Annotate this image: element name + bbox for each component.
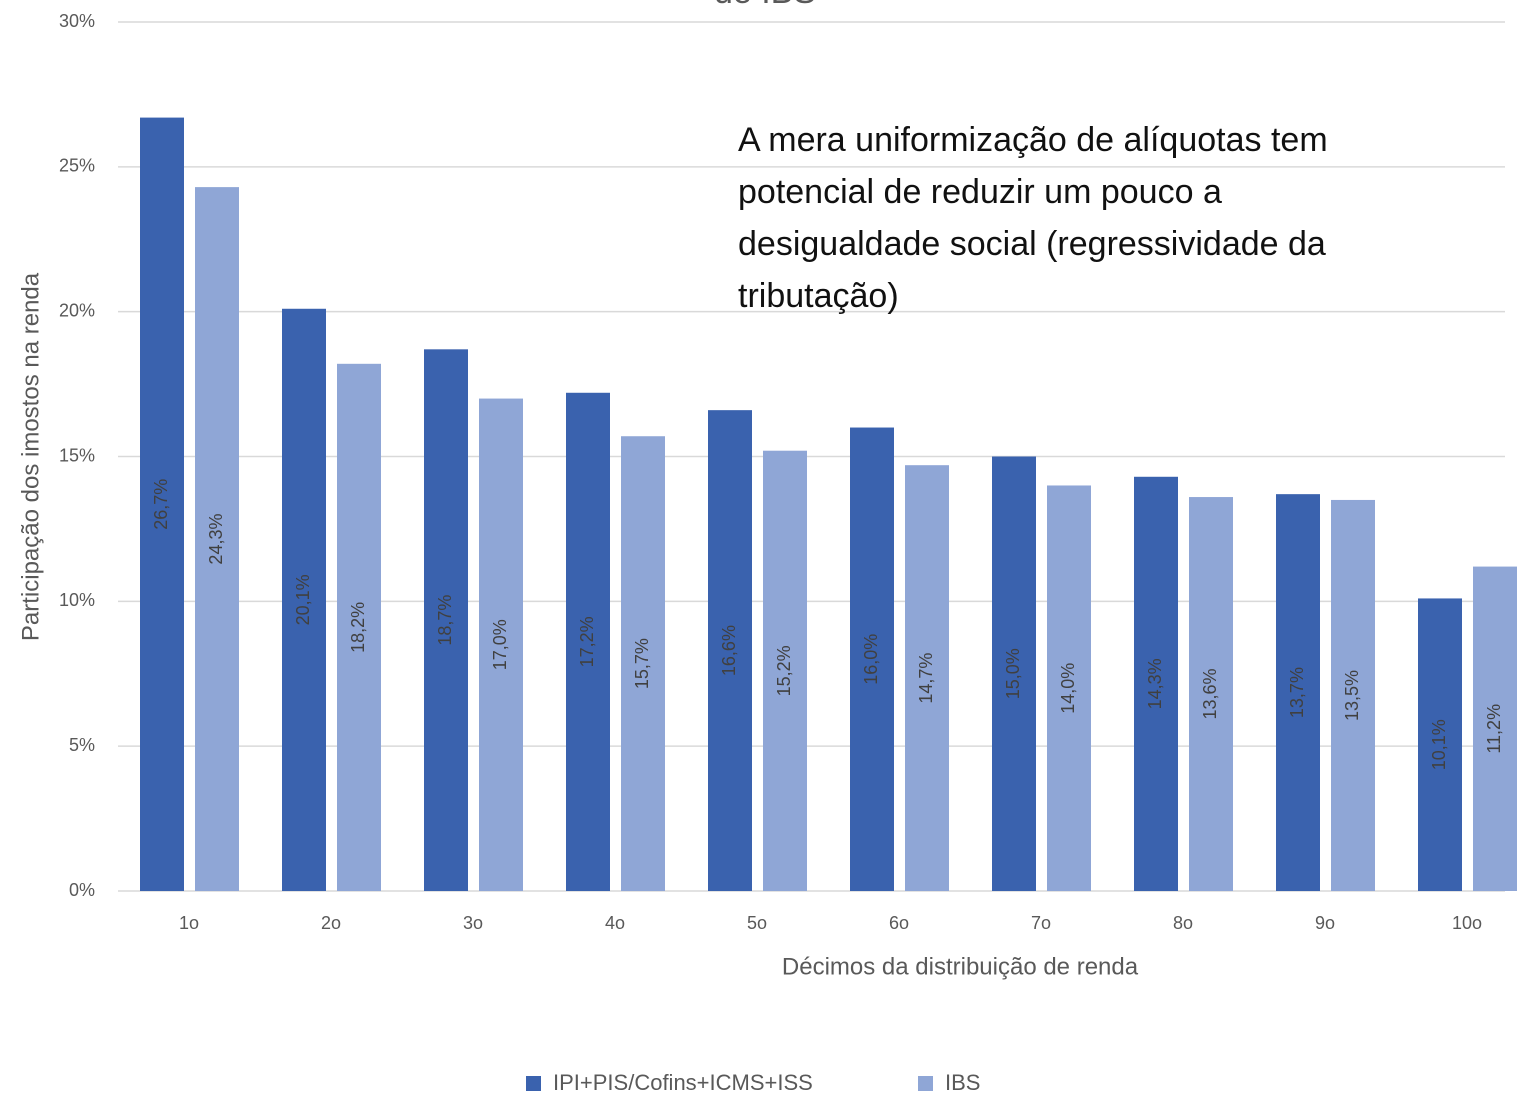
y-tick-label: 5%: [69, 735, 95, 755]
y-tick-label: 25%: [59, 156, 95, 176]
data-label: 18,2%: [348, 602, 368, 653]
data-label: 13,6%: [1200, 669, 1220, 720]
legend-swatch: [918, 1076, 933, 1091]
data-label: 17,0%: [490, 619, 510, 670]
bar: [282, 308, 326, 891]
x-tick-label: 3o: [463, 913, 483, 933]
x-axis-title: Décimos da distribuição de renda: [782, 953, 1139, 980]
legend-label: IBS: [945, 1070, 980, 1095]
y-axis-title: Participação dos imostos na renda: [17, 272, 44, 641]
x-tick-label: 10o: [1452, 913, 1482, 933]
bar: [1047, 485, 1091, 891]
data-label: 10,1%: [1429, 719, 1449, 770]
bar: [1189, 497, 1233, 891]
annotation: desigualdade social (regressividade da: [738, 225, 1326, 263]
bar: [195, 187, 239, 892]
annotation: potencial de reduzir um pouco a: [738, 173, 1222, 211]
bar: [850, 427, 894, 891]
data-label: 15,2%: [774, 645, 794, 696]
bar: [905, 465, 949, 891]
bar: [337, 363, 381, 892]
bar: [479, 398, 523, 891]
x-tick-label: 6o: [889, 913, 909, 933]
bar: [1134, 476, 1178, 891]
bar: [1473, 566, 1517, 891]
data-label: 13,5%: [1342, 670, 1362, 721]
y-tick-label: 20%: [59, 300, 95, 320]
data-label: 26,7%: [151, 479, 171, 530]
bar: [424, 349, 468, 891]
x-tick-label: 1o: [179, 913, 199, 933]
data-label: 20,1%: [293, 574, 313, 625]
bar: [566, 392, 610, 891]
y-tick-label: 15%: [59, 445, 95, 465]
annotation: tributação): [738, 277, 899, 315]
data-label: 14,7%: [916, 653, 936, 704]
bar: [708, 410, 752, 891]
y-tick-label: 30%: [59, 11, 95, 31]
x-tick-label: 9o: [1315, 913, 1335, 933]
data-label: 13,7%: [1287, 667, 1307, 718]
chart-title: de IBS: [714, 0, 816, 11]
x-tick-label: 2o: [321, 913, 341, 933]
bar: [763, 450, 807, 891]
x-tick-label: 7o: [1031, 913, 1051, 933]
bar: [1331, 499, 1375, 891]
data-label: 11,2%: [1484, 704, 1504, 754]
annotation: A mera uniformização de alíquotas tem: [738, 121, 1328, 159]
bar: [992, 456, 1036, 891]
legend-label: IPI+PIS/Cofins+ICMS+ISS: [553, 1070, 813, 1095]
data-label: 15,0%: [1003, 648, 1023, 699]
data-label: 18,7%: [435, 595, 455, 646]
data-label: 14,3%: [1145, 658, 1165, 709]
data-label: 17,2%: [577, 616, 597, 667]
bar: [1276, 494, 1320, 891]
bar: [140, 117, 184, 892]
y-tick-label: 0%: [69, 880, 95, 900]
data-label: 24,3%: [206, 514, 226, 565]
bar: [621, 436, 665, 891]
bar: [1418, 598, 1462, 891]
x-tick-label: 4o: [605, 913, 625, 933]
data-label: 15,7%: [632, 638, 652, 689]
y-tick-label: 10%: [59, 590, 95, 610]
data-label: 16,6%: [719, 625, 739, 676]
x-tick-label: 8o: [1173, 913, 1193, 933]
x-tick-label: 5o: [747, 913, 767, 933]
data-label: 14,0%: [1058, 663, 1078, 714]
legend-swatch: [526, 1076, 541, 1091]
data-label: 16,0%: [861, 634, 881, 685]
